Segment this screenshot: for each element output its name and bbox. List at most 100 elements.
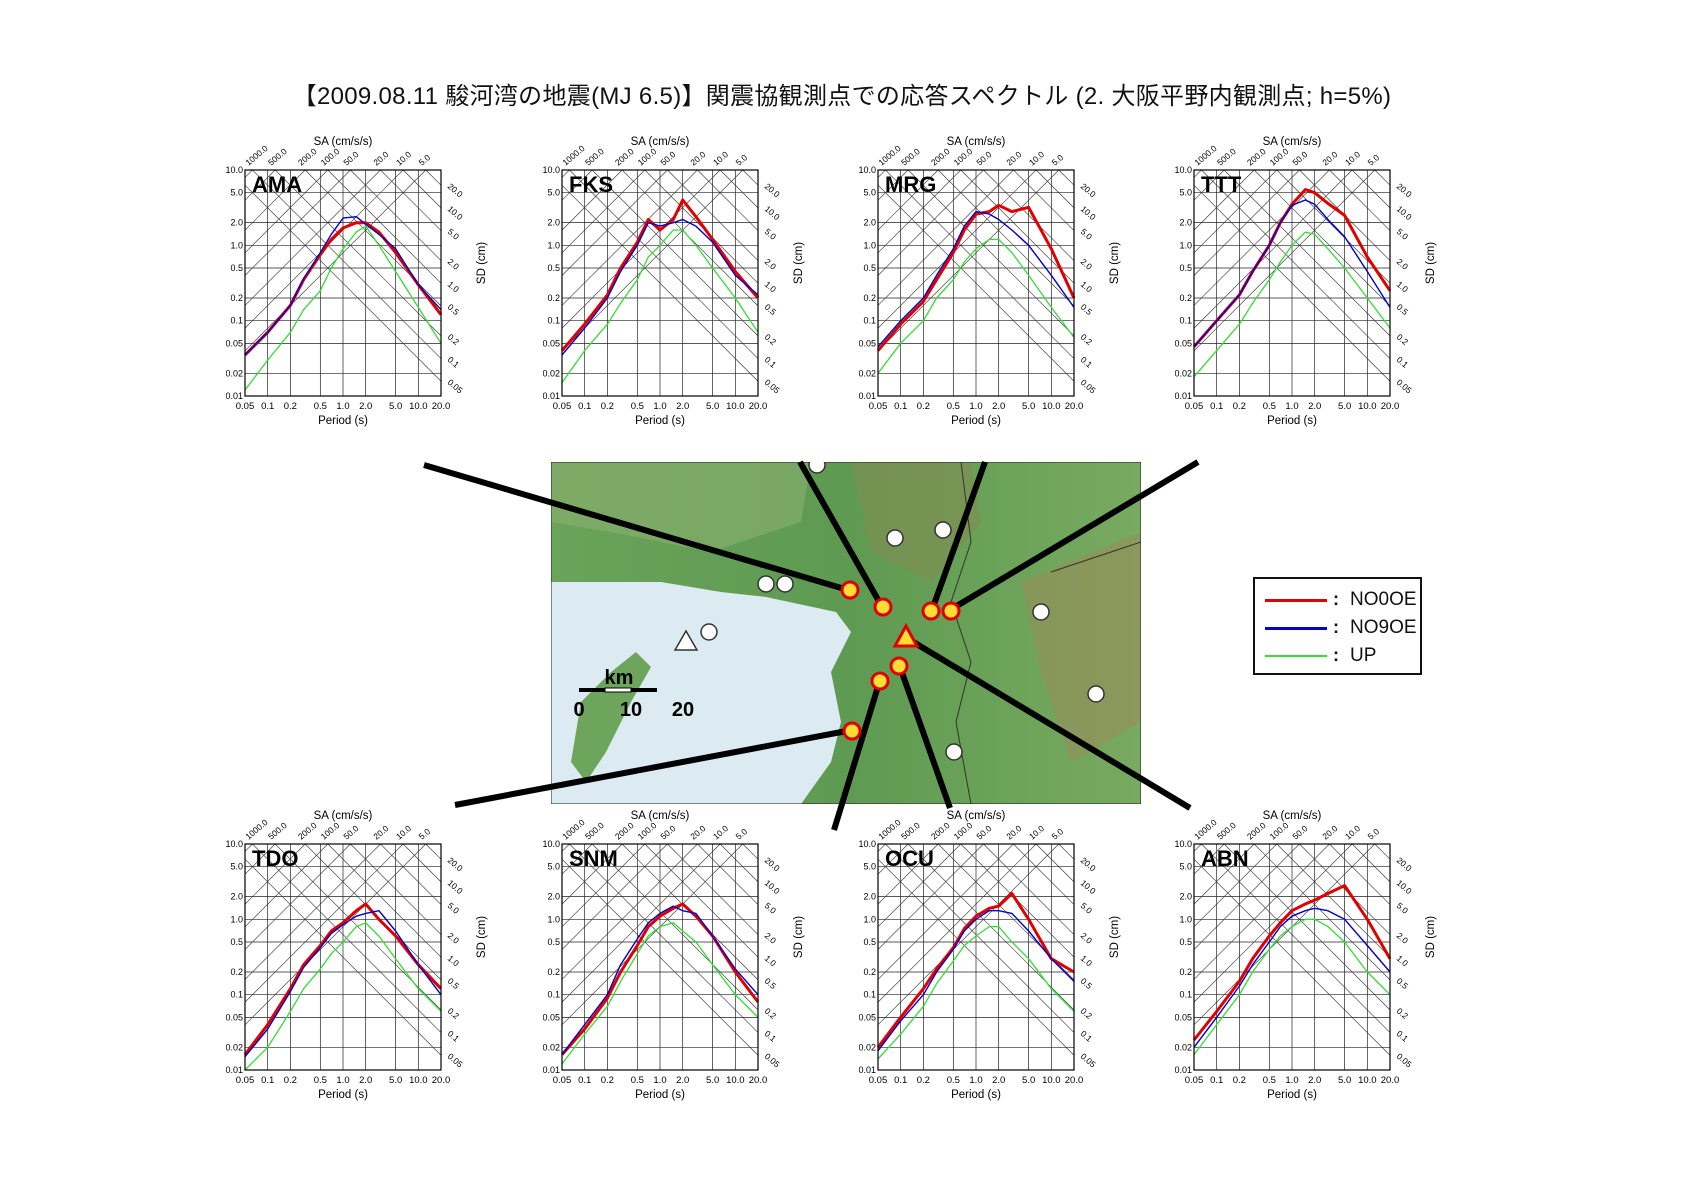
sd-tick-label: 5.0 bbox=[446, 226, 462, 241]
x-tick-label: 5.0 bbox=[706, 401, 719, 412]
sa-axis-label: SA (cm/s/s) bbox=[947, 810, 1006, 822]
sd-tick-label: 1.0 bbox=[446, 279, 462, 294]
sd-axis-label: SD (cm) bbox=[793, 242, 805, 284]
sa-tick-label: 20.0 bbox=[688, 149, 707, 167]
legend-colon: : bbox=[1333, 617, 1339, 637]
station-marker-white bbox=[886, 529, 904, 547]
grid-line-sd bbox=[569, 169, 759, 359]
series-line-no9oe bbox=[877, 210, 1075, 348]
sa-axis-label: SA (cm/s/s) bbox=[1263, 136, 1322, 148]
sa-tick-label: 10.0 bbox=[711, 149, 730, 167]
grid-line-sa bbox=[244, 169, 351, 276]
y-tick-label: 0.05 bbox=[859, 1012, 876, 1022]
legend-swatch bbox=[1265, 655, 1327, 657]
grid-line-sa bbox=[561, 169, 668, 276]
y-tick-label: 1.0 bbox=[547, 914, 560, 924]
y-tick-label: 0.01 bbox=[859, 1065, 876, 1075]
y-tick-label: 2.0 bbox=[863, 218, 876, 228]
grid-line-sd bbox=[1351, 843, 1391, 883]
y-tick-label: 0.5 bbox=[230, 263, 243, 273]
sa-tick-label: 20.0 bbox=[688, 823, 707, 841]
grid-line-sa bbox=[877, 843, 984, 950]
grid-line-sd bbox=[569, 843, 759, 1033]
x-tick-label: 0.2 bbox=[601, 401, 614, 412]
x-tick-label: 0.1 bbox=[1210, 1075, 1223, 1086]
sa-tick-label: 1000.0 bbox=[560, 143, 587, 168]
sd-tick-label: 2.0 bbox=[1079, 256, 1095, 271]
sd-tick-label: 2.0 bbox=[1395, 256, 1411, 271]
x-tick-label: 2.0 bbox=[992, 401, 1005, 412]
spectrum-panel-fks: FKS 0.05 0.1 0.2 0.5 1.0 2.0 5.0 10.0 20.0 10.0 5.0… bbox=[543, 132, 843, 462]
legend-swatch bbox=[1265, 599, 1327, 602]
sa-tick-label: 500.0 bbox=[1215, 820, 1238, 842]
x-tick-label: 5.0 bbox=[1022, 401, 1035, 412]
y-tick-label: 0.02 bbox=[859, 1042, 876, 1052]
x-tick-label: 20.0 bbox=[1381, 401, 1400, 412]
grid-line-sd bbox=[350, 843, 442, 935]
y-tick-label: 0.01 bbox=[859, 391, 876, 401]
grid-line-sa bbox=[561, 169, 646, 254]
spectrum-panel-mrg: MRG 0.05 0.1 0.2 0.5 1.0 2.0 5.0 10.0 20.0 10.0 5.0… bbox=[859, 132, 1159, 462]
y-tick-label: 5.0 bbox=[547, 862, 560, 872]
x-axis-label: Period (s) bbox=[318, 1089, 368, 1101]
x-tick-label: 5.0 bbox=[1022, 1075, 1035, 1086]
sd-tick-label: 20.0 bbox=[1079, 181, 1098, 199]
connector-line-tdo bbox=[454, 727, 853, 808]
station-marker-white bbox=[1032, 603, 1050, 621]
sa-tick-label: 5.0 bbox=[417, 152, 433, 167]
sd-axis-label: SD (cm) bbox=[1109, 242, 1121, 284]
sd-tick-label: 0.1 bbox=[1395, 1028, 1411, 1043]
x-tick-label: 10.0 bbox=[1358, 401, 1377, 412]
sa-tick-label: 100.0 bbox=[1268, 820, 1291, 842]
station-label: TDO bbox=[252, 846, 298, 871]
plot-frame bbox=[561, 843, 759, 1071]
grid-line-sd bbox=[885, 169, 1075, 359]
grid-line-sa bbox=[244, 843, 306, 905]
legend-label: NO9OE bbox=[1350, 617, 1417, 638]
y-tick-label: 10.0 bbox=[859, 165, 876, 175]
grid-line-sd bbox=[244, 858, 442, 1056]
x-tick-label: 10.0 bbox=[1042, 1075, 1061, 1086]
station-marker-snm bbox=[870, 671, 890, 691]
reference-triangle-white bbox=[673, 629, 699, 651]
legend: : NO0OE : NO9OE : UP bbox=[1253, 577, 1422, 675]
scale-bar-black bbox=[631, 688, 657, 692]
grid-line-sa bbox=[877, 169, 984, 276]
station-label: AMA bbox=[252, 172, 302, 197]
map-highland bbox=[851, 462, 981, 582]
grid-line-sd bbox=[252, 169, 442, 359]
plot-frame bbox=[1193, 843, 1391, 1071]
sd-tick-label: 0.05 bbox=[446, 1051, 465, 1069]
station-label: TTT bbox=[1201, 172, 1242, 197]
x-tick-label: 2.0 bbox=[676, 401, 689, 412]
series-line-up bbox=[877, 925, 1075, 1060]
sa-tick-label: 5.0 bbox=[1050, 152, 1066, 167]
grid-line-sd bbox=[877, 858, 1075, 1056]
grid-line-sa bbox=[244, 843, 329, 928]
x-axis-label: Period (s) bbox=[318, 415, 368, 427]
sa-tick-label: 100.0 bbox=[1268, 146, 1291, 168]
x-tick-label: 10.0 bbox=[726, 401, 745, 412]
sd-tick-label: 20.0 bbox=[446, 181, 465, 199]
sd-tick-label: 0.5 bbox=[763, 302, 779, 317]
sd-tick-label: 0.1 bbox=[763, 354, 779, 369]
sd-tick-label: 20.0 bbox=[446, 855, 465, 873]
grid-line-sd bbox=[1201, 169, 1391, 359]
series-line-no9oe bbox=[1193, 199, 1391, 348]
station-marker-ama bbox=[840, 580, 860, 600]
sd-tick-label: 0.2 bbox=[1079, 332, 1095, 347]
sd-tick-label: 20.0 bbox=[763, 855, 782, 873]
y-tick-label: 10.0 bbox=[226, 839, 243, 849]
grid-line-sa bbox=[244, 169, 306, 231]
legend-swatch bbox=[1265, 627, 1327, 630]
grid-line-sd bbox=[1035, 843, 1075, 883]
map-border bbox=[1050, 541, 1141, 573]
sd-tick-label: 1.0 bbox=[1395, 279, 1411, 294]
sa-tick-label: 1000.0 bbox=[1192, 143, 1219, 168]
plot-frame bbox=[244, 843, 442, 1071]
x-tick-label: 1.0 bbox=[969, 1075, 982, 1086]
y-tick-label: 10.0 bbox=[1175, 165, 1192, 175]
